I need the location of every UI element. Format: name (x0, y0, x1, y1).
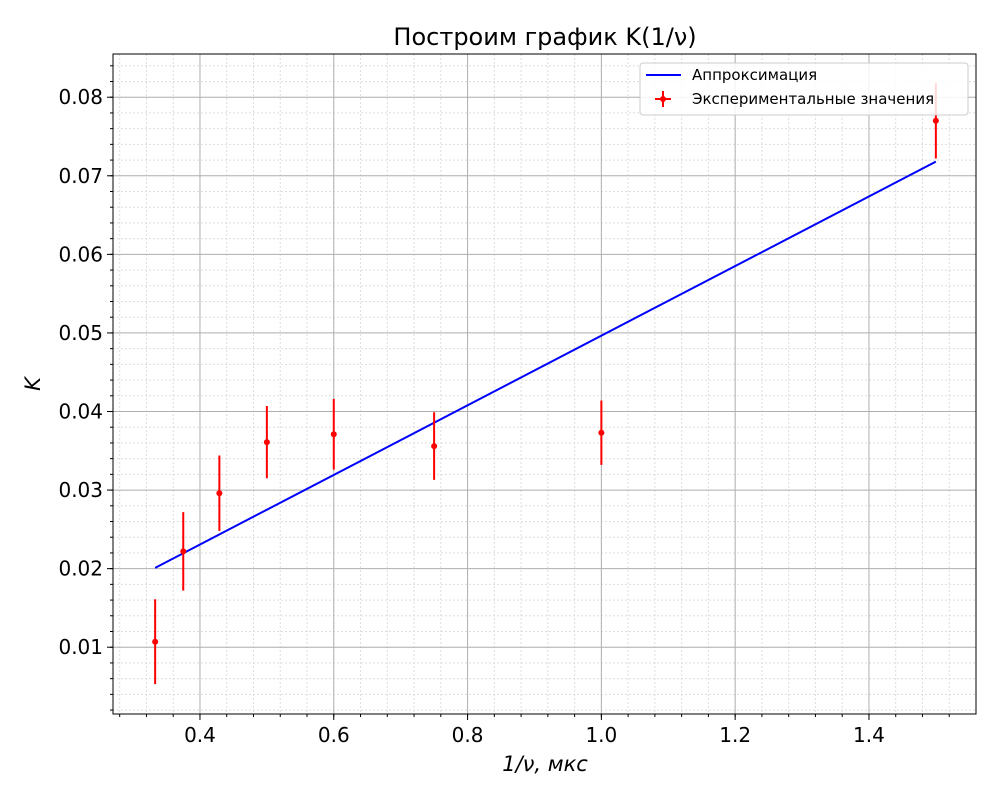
y-tick-label: 0.06 (58, 242, 103, 266)
x-tick-label: 0.4 (184, 723, 216, 747)
y-tick-label: 0.04 (58, 400, 103, 424)
x-tick-label: 0.8 (452, 723, 484, 747)
y-tick-label: 0.08 (58, 85, 103, 109)
data-point (330, 431, 337, 438)
axis-ticks (107, 65, 950, 720)
legend: Аппроксимация Экспериментальные значения (639, 62, 969, 116)
legend-label-experimental: Экспериментальные значения (692, 90, 934, 108)
data-point (598, 429, 605, 436)
chart-title: Построим график K(1/ν) (393, 23, 696, 51)
y-axis-label: K (21, 375, 45, 391)
data-point (263, 439, 270, 446)
x-tick-label: 1.2 (719, 723, 751, 747)
plot-frame (112, 53, 977, 715)
data-point (180, 548, 187, 555)
data-point (932, 117, 939, 124)
tick-labels: 0.4 0.6 0.8 1.0 1.2 1.4 0.01 0.02 0.03 0.04 0.05 0.… (58, 85, 884, 747)
x-tick-label: 1.0 (585, 723, 617, 747)
fit-line-series (154, 160, 937, 569)
x-axis-label: 1/ν, мкс (502, 752, 588, 776)
data-point (431, 443, 438, 450)
x-tick-label: 0.6 (318, 723, 350, 747)
y-tick-label: 0.02 (58, 557, 103, 581)
legend-point-swatch (660, 96, 666, 102)
x-tick-label: 1.4 (853, 723, 885, 747)
fit-line (154, 160, 937, 569)
legend-box (639, 62, 969, 116)
y-tick-label: 0.07 (58, 164, 103, 188)
experimental-points-series (152, 83, 939, 685)
y-tick-label: 0.05 (58, 321, 103, 345)
data-point (152, 638, 159, 645)
y-tick-label: 0.03 (58, 478, 103, 502)
legend-label-fit: Аппроксимация (692, 66, 817, 84)
y-tick-label: 0.01 (58, 635, 103, 659)
data-point (216, 490, 223, 497)
